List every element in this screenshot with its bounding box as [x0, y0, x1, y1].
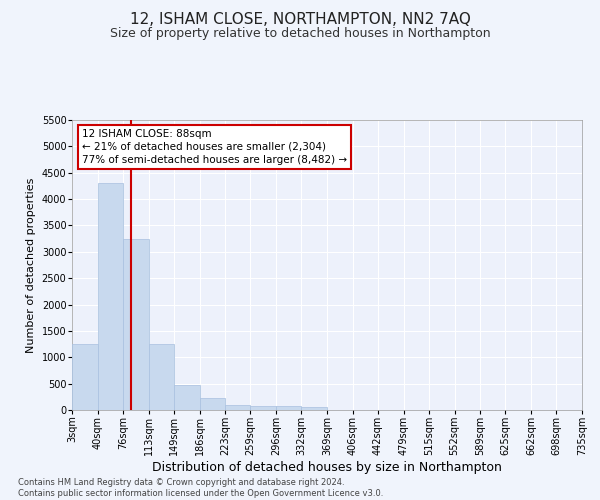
Bar [301, 407, 327, 410]
Text: 12, ISHAM CLOSE, NORTHAMPTON, NN2 7AQ: 12, ISHAM CLOSE, NORTHAMPTON, NN2 7AQ [130, 12, 470, 28]
Bar [225, 404, 250, 410]
Text: Size of property relative to detached houses in Northampton: Size of property relative to detached ho… [110, 28, 490, 40]
Text: 12 ISHAM CLOSE: 88sqm
← 21% of detached houses are smaller (2,304)
77% of semi-d: 12 ISHAM CLOSE: 88sqm ← 21% of detached … [82, 128, 347, 165]
Bar [276, 406, 301, 410]
Bar [149, 344, 174, 410]
Y-axis label: Number of detached properties: Number of detached properties [26, 178, 36, 352]
X-axis label: Distribution of detached houses by size in Northampton: Distribution of detached houses by size … [152, 460, 502, 473]
Bar [199, 398, 225, 410]
Bar [98, 184, 123, 410]
Bar [123, 238, 149, 410]
Bar [250, 406, 276, 410]
Bar [174, 384, 199, 410]
Bar [72, 344, 98, 410]
Text: Contains HM Land Registry data © Crown copyright and database right 2024.
Contai: Contains HM Land Registry data © Crown c… [18, 478, 383, 498]
